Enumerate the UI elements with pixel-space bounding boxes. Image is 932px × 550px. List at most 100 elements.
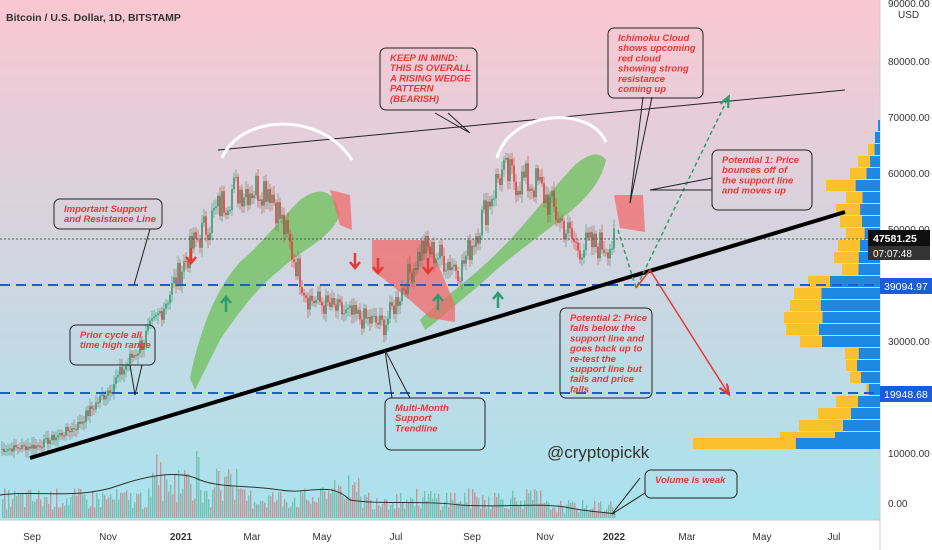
price-tick-label: 60000.00: [888, 169, 930, 180]
volume-bar: [250, 490, 252, 518]
annotation-line: support line but: [570, 364, 643, 375]
candle-body: [613, 228, 615, 249]
volume-bar: [280, 492, 282, 518]
volume-bar: [580, 510, 582, 518]
candle-body: [265, 181, 267, 202]
volume-bar: [356, 491, 358, 518]
volume-bar: [132, 508, 134, 518]
volume-bar: [96, 493, 98, 518]
volume-bar: [152, 472, 154, 518]
volume-bar: [462, 504, 464, 518]
volume-bar: [84, 494, 86, 518]
candle-body: [63, 435, 65, 437]
volume-bar: [246, 500, 248, 518]
candle-body: [561, 218, 563, 222]
candle-body: [551, 190, 553, 197]
volume-bar: [358, 478, 360, 518]
time-axis-panel: [0, 520, 880, 550]
candle-body: [381, 315, 383, 320]
volume-bar: [534, 489, 536, 518]
volume-bar: [598, 502, 600, 518]
volume-bar: [332, 488, 334, 518]
volume-profile-bar: [808, 276, 880, 287]
candle-body: [605, 252, 607, 254]
candle-body: [413, 268, 415, 283]
annotation-line: time high range: [80, 340, 151, 351]
candle-body: [81, 421, 83, 424]
volume-bar: [104, 495, 106, 518]
volume-profile-bar: [836, 204, 861, 215]
volume-bar: [90, 505, 92, 518]
volume-profile-bar: [878, 120, 880, 131]
candle-body: [95, 402, 97, 410]
candle-body: [463, 260, 465, 264]
candle-body: [357, 309, 359, 314]
candle-body: [419, 251, 421, 261]
volume-bar: [100, 507, 102, 518]
volume-bar: [558, 504, 560, 518]
volume-bar: [48, 504, 50, 518]
volume-bar: [488, 496, 490, 518]
candle-body: [277, 202, 279, 224]
current-price-label[interactable]: 47581.25 07:07:48: [868, 230, 930, 260]
volume-bar: [518, 505, 520, 518]
rising-wedge-top-line[interactable]: [217, 89, 846, 151]
candle-body: [141, 340, 143, 350]
annotation-volume-weak[interactable]: Volume is weak: [644, 469, 738, 499]
candle-body: [105, 395, 107, 400]
time-tick-label: Jul: [828, 532, 841, 543]
volume-bar: [316, 502, 318, 518]
candle-body: [607, 252, 609, 259]
candle-body: [191, 236, 193, 249]
support-price-label[interactable]: 39094.97: [880, 278, 932, 294]
candle-body: [303, 293, 305, 296]
watermark: @cryptopickk: [547, 443, 650, 462]
candle-body: [393, 305, 395, 315]
volume-bar: [270, 496, 272, 518]
volume-bar: [584, 507, 586, 518]
annotation-box: [644, 469, 738, 499]
multi-month-support-trendline[interactable]: [29, 210, 846, 460]
candle-body: [461, 260, 463, 282]
volume-bar: [454, 492, 456, 518]
candle-body: [233, 177, 235, 190]
volume-bar: [116, 488, 118, 518]
volume-bar: [390, 504, 392, 518]
volume-profile-bar: [850, 168, 867, 179]
volume-bar: [144, 507, 146, 518]
annotation-line: Prior cycle all: [80, 330, 142, 341]
volume-bar: [66, 498, 68, 518]
lower-price-label[interactable]: 19948.68: [880, 386, 932, 402]
price-tick-label: 90000.00: [888, 0, 930, 10]
candle-body: [139, 340, 141, 354]
volume-profile-bar: [826, 180, 856, 191]
candle-body: [365, 308, 367, 319]
candle-body: [287, 220, 289, 234]
annotation-line: red cloud: [618, 53, 661, 64]
volume-bar: [192, 500, 194, 518]
candle-body: [439, 244, 441, 259]
volume-bar: [10, 506, 12, 518]
volume-bar: [448, 506, 450, 518]
candle-body: [573, 238, 575, 242]
volume-bar: [500, 499, 502, 518]
double-top-arc-1: [220, 122, 354, 161]
candle-body: [445, 270, 447, 272]
candle-body: [541, 176, 543, 184]
annotation-box: [53, 198, 163, 230]
countdown-value: 07:07:48: [873, 249, 912, 260]
volume-bar: [354, 482, 356, 518]
candle-body: [405, 290, 407, 295]
candle-body: [563, 221, 565, 240]
candle-body: [371, 315, 373, 324]
volume-bar: [318, 497, 320, 518]
volume-bar: [64, 505, 66, 518]
volume-bar: [400, 492, 402, 518]
